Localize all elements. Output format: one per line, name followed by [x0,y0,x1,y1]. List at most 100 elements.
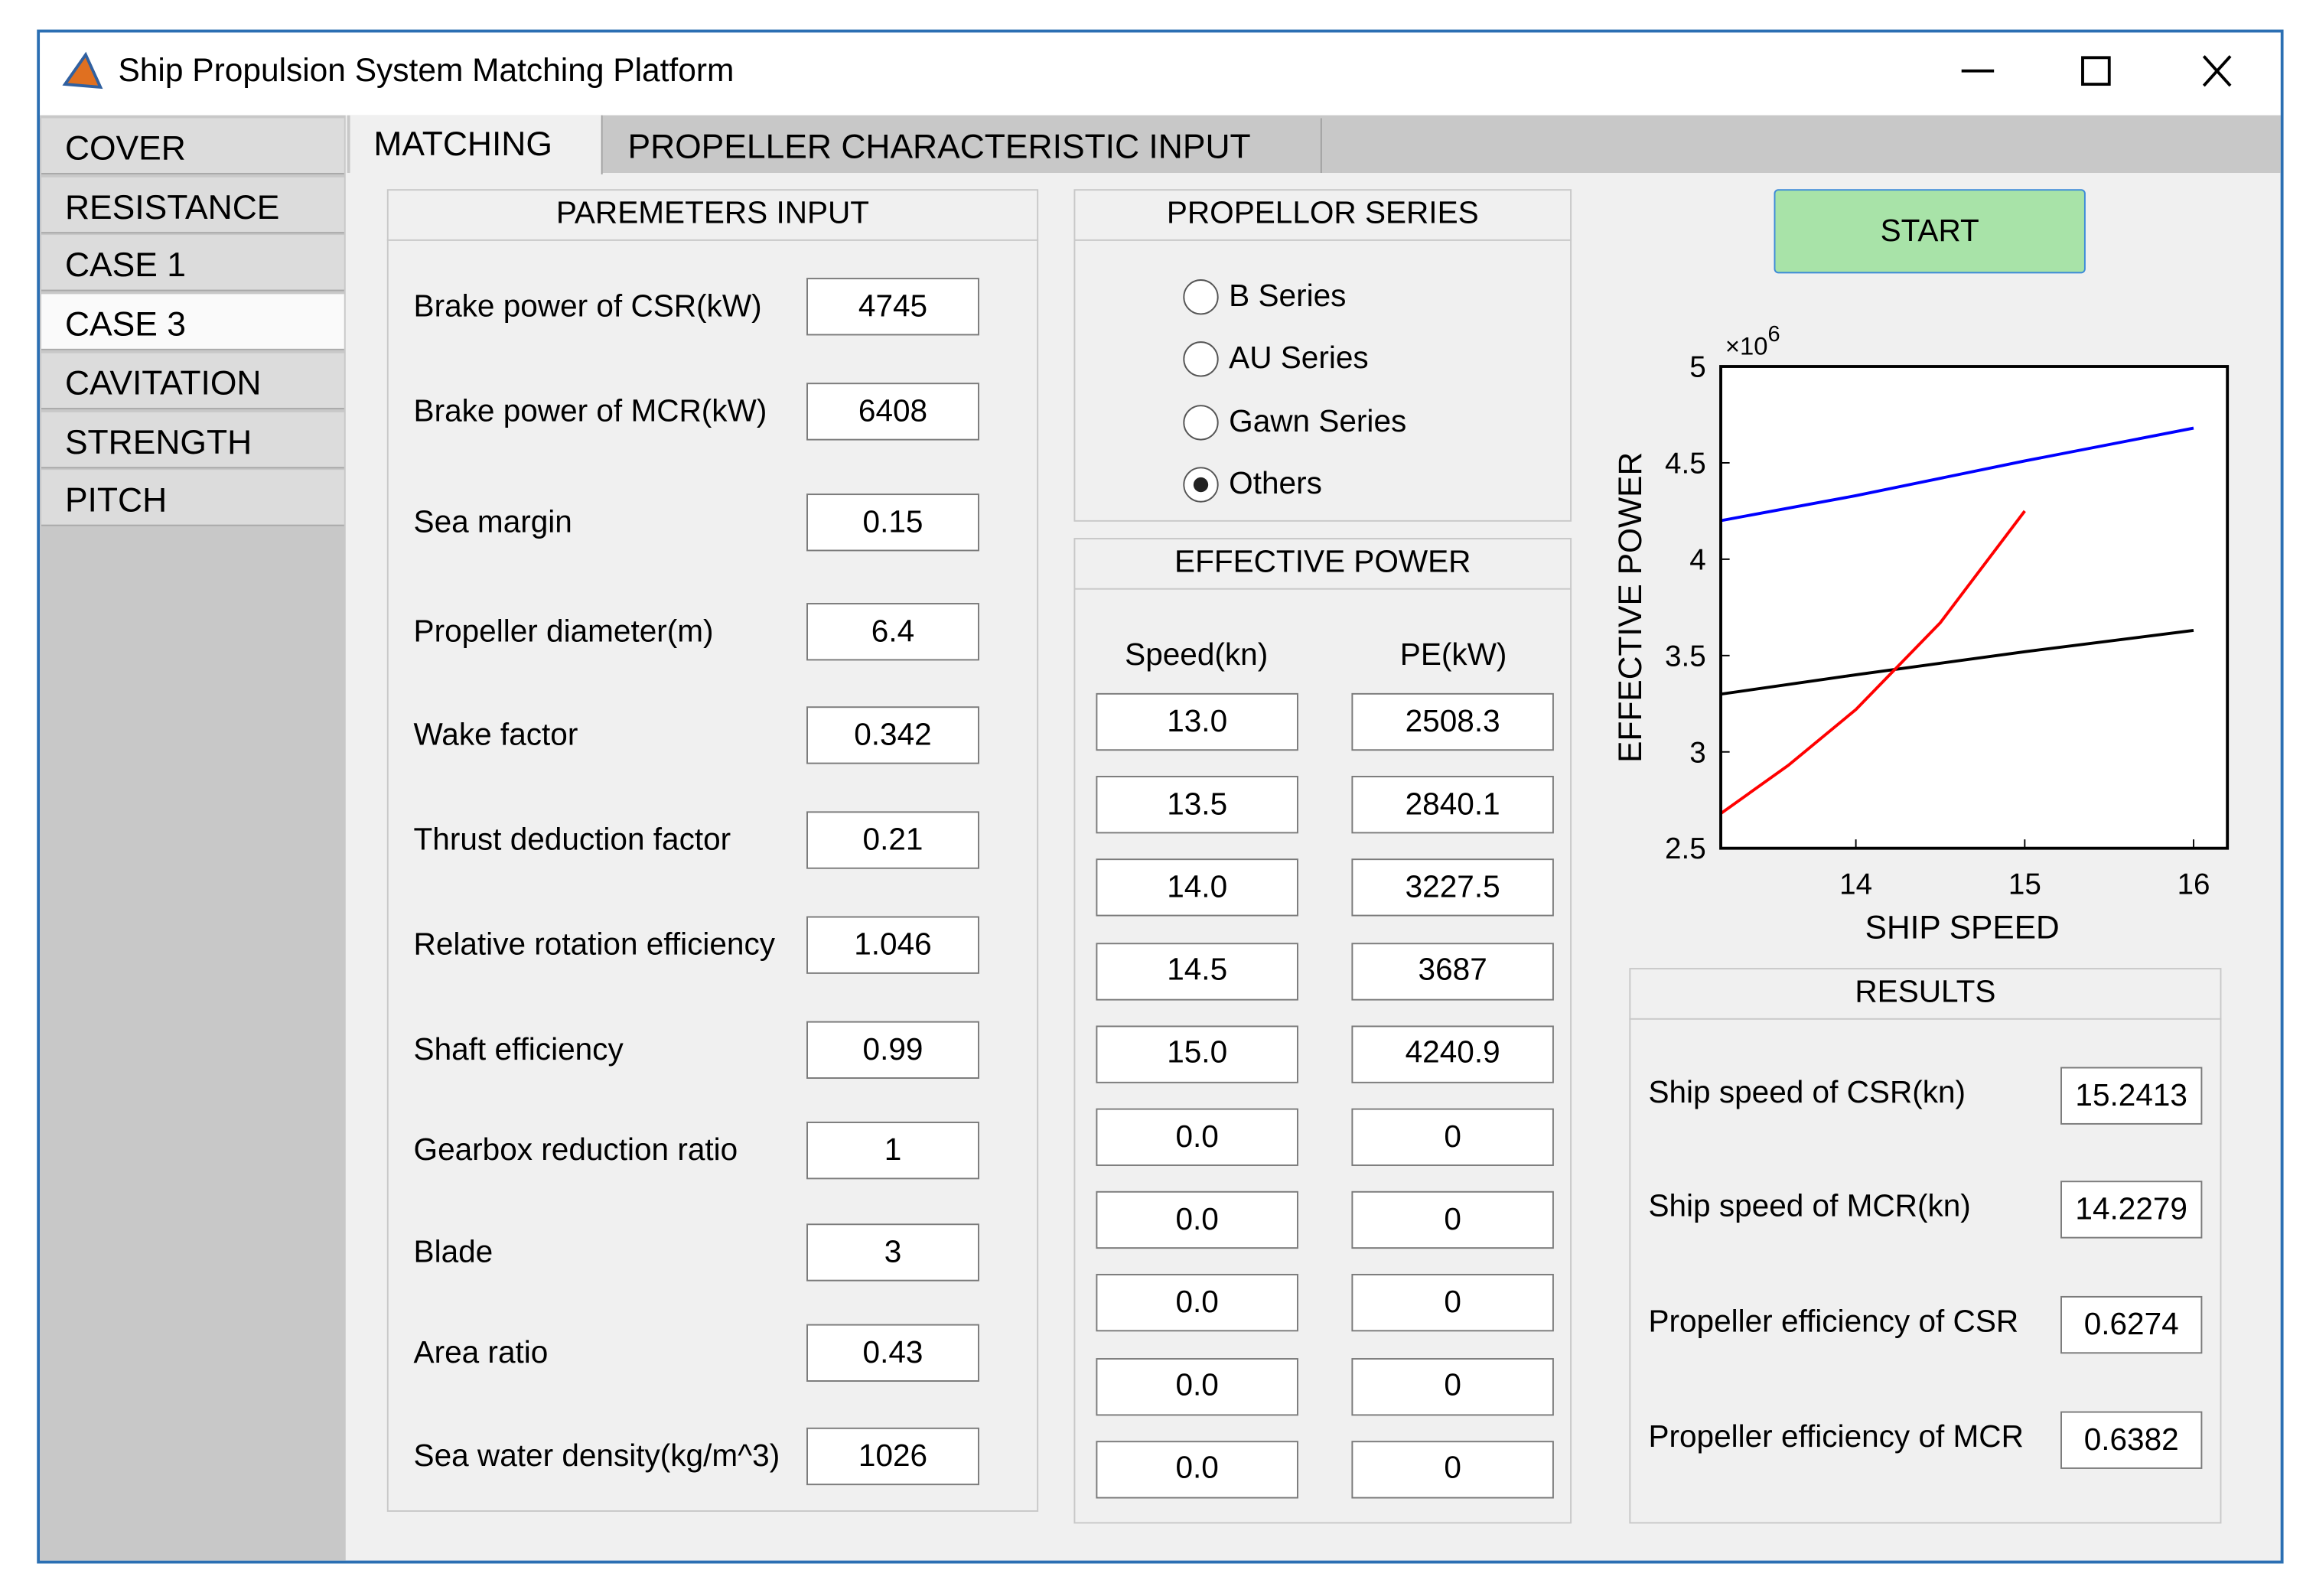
y-tick-label: 3 [1689,736,1705,769]
result-output: 0.6382 [2060,1411,2203,1469]
parameter-label: Wake factor [413,718,578,753]
parameter-label: Brake power of MCR(kW) [413,394,767,429]
radio[interactable] [1183,341,1219,378]
y-tick-label: 5 [1689,351,1705,384]
parameter-label: Propeller diameter(m) [413,614,714,649]
data-line [1719,510,2026,815]
x-tick-label: 15 [2008,868,2041,901]
parameter-input[interactable]: 4745 [806,278,979,336]
pe-input[interactable]: 14.5 [1096,942,1298,1000]
pe-input[interactable]: 4240.9 [1351,1025,1554,1083]
pe-input[interactable]: 0.0 [1096,1274,1298,1333]
pe-input[interactable]: 3227.5 [1351,858,1554,917]
x-tick-label: 14 [1839,868,1872,901]
parameter-label: Relative rotation efficiency [413,927,776,962]
parameter-input[interactable]: 1.046 [806,916,979,974]
sidebar-item[interactable]: CAVITATION [41,353,344,409]
column-header: Speed(kn) [1125,638,1269,673]
plot-area [1721,366,2228,848]
y-tick-label: 2.5 [1665,832,1706,865]
close[interactable] [2202,55,2232,87]
y-multiplier-base: ×10 [1725,332,1768,360]
result-label: Propeller efficiency of CSR [1648,1304,2019,1339]
data-line [1720,426,2194,523]
pe-input[interactable]: 0.0 [1096,1357,1298,1415]
pe-input[interactable]: 0.0 [1096,1440,1298,1499]
radio-dot [1193,477,1209,492]
parameter-input[interactable]: 1026 [806,1427,979,1486]
start-button[interactable]: START [1774,189,2086,274]
data-line [1720,629,2194,696]
y-tick-label: 4 [1689,543,1705,576]
pe-input[interactable]: 0 [1351,1108,1554,1166]
effective-power-panel [1073,538,1572,1524]
panel-title: PAREMETERS INPUT [386,189,1039,241]
parameter-label: Sea water density(kg/m^3) [413,1439,780,1474]
parameter-input[interactable]: 0.43 [806,1324,979,1382]
plot-frame [1719,365,2230,850]
y-multiplier: ×106 [1725,322,1780,360]
parameter-label: Shaft efficiency [413,1033,624,1067]
result-output: 15.2413 [2060,1067,2203,1125]
radio-label[interactable]: Gawn Series [1229,404,1407,438]
y-multiplier-power: 6 [1767,322,1780,347]
x-axis-label: SHIP SPEED [1865,910,2060,946]
parameter-input[interactable]: 3 [806,1223,979,1282]
pe-input[interactable]: 0 [1351,1440,1554,1499]
parameter-input[interactable]: 1 [806,1122,979,1180]
pe-input[interactable]: 0.0 [1096,1191,1298,1249]
pe-input[interactable]: 3687 [1351,942,1554,1000]
app-icon [62,51,103,90]
parameter-input[interactable]: 0.15 [806,493,979,552]
parameter-label: Thrust deduction factor [413,822,731,858]
radio-label[interactable]: AU Series [1229,341,1369,376]
result-output: 0.6274 [2060,1295,2203,1354]
parameter-label: Brake power of CSR(kW) [413,289,762,324]
result-label: Ship speed of CSR(kn) [1648,1076,1966,1110]
result-output: 14.2279 [2060,1181,2203,1239]
sidebar-item[interactable]: COVER [41,118,344,174]
x-tick-label: 16 [2178,868,2210,901]
sidebar-item[interactable]: CASE 3 [41,294,344,350]
sidebar-item[interactable]: CASE 1 [41,235,344,292]
panel-title: PROPELLOR SERIES [1073,189,1572,241]
parameter-input[interactable]: 0.342 [806,706,979,764]
parameter-input[interactable]: 6408 [806,383,979,441]
radio-label[interactable]: B Series [1229,279,1347,314]
y-tick-label: 4.5 [1665,447,1706,480]
pe-input[interactable]: 14.0 [1096,858,1298,917]
pe-input[interactable]: 0.0 [1096,1108,1298,1166]
maximize[interactable] [2081,56,2111,86]
result-label: Ship speed of MCR(kn) [1648,1189,1971,1224]
result-label: Propeller efficiency of MCR [1648,1420,2024,1454]
pe-input[interactable]: 13.0 [1096,692,1298,751]
pe-input[interactable]: 13.5 [1096,776,1298,834]
pe-input[interactable]: 2508.3 [1351,692,1554,751]
pe-input[interactable]: 0 [1351,1274,1554,1333]
window-controls[interactable] [1950,44,2259,98]
radio[interactable] [1183,467,1219,503]
tab[interactable]: MATCHING [350,115,603,174]
pe-input[interactable]: 0 [1351,1357,1554,1415]
radio[interactable] [1183,404,1219,440]
results-panel [1629,968,2222,1524]
sidebar-item[interactable]: RESISTANCE [41,177,344,233]
panel-title: RESULTS [1629,968,2222,1020]
parameter-label: Blade [413,1235,493,1270]
pe-input[interactable]: 15.0 [1096,1025,1298,1083]
radio[interactable] [1183,279,1219,315]
parameter-input[interactable]: 0.99 [806,1021,979,1079]
parameter-label: Gearbox reduction ratio [413,1133,738,1168]
sidebar-item[interactable]: STRENGTH [41,411,344,468]
pe-input[interactable]: 2840.1 [1351,776,1554,834]
parameter-input[interactable]: 0.21 [806,811,979,869]
sidebar-item[interactable]: PITCH [41,470,344,526]
pe-input[interactable]: 0 [1351,1191,1554,1249]
tab[interactable]: PROPELLER CHARACTERISTIC INPUT [604,118,1322,173]
radio-label[interactable]: Others [1229,467,1322,501]
parameter-input[interactable]: 6.4 [806,603,979,661]
panel-title: EFFECTIVE POWER [1073,538,1572,590]
